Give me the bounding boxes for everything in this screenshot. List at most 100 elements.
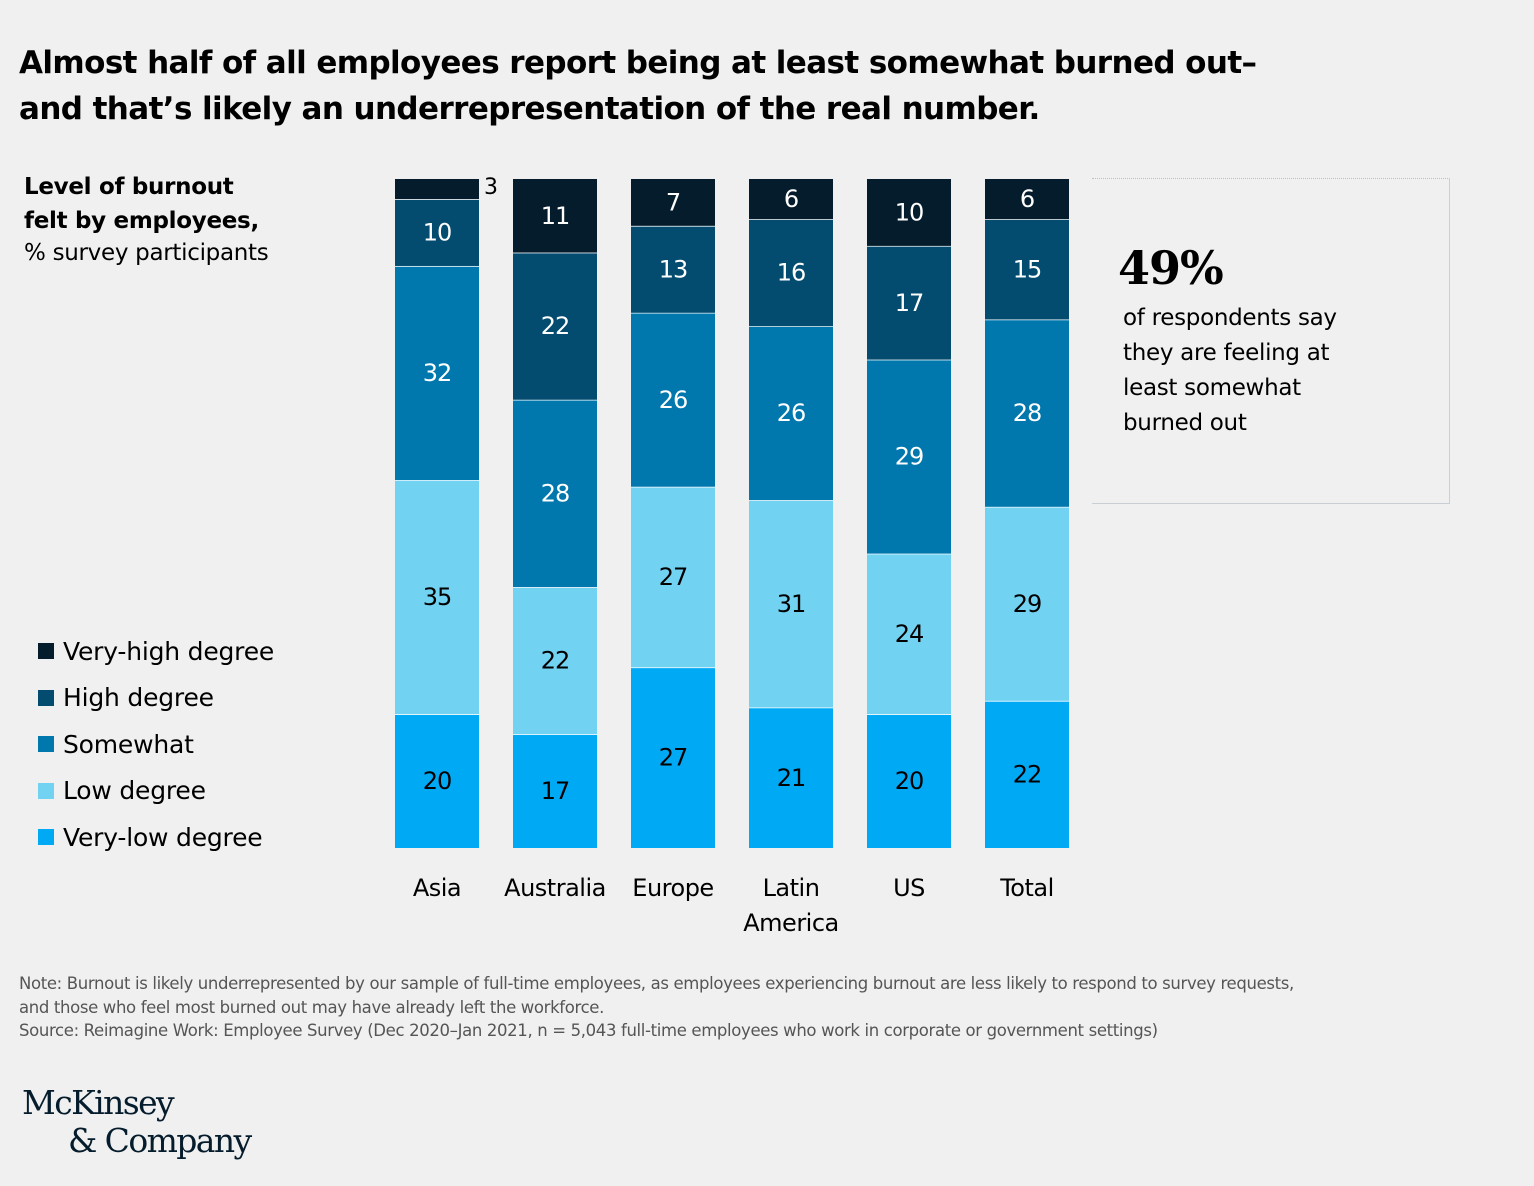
data-label-us-very-low-degree: 20 [895,767,924,795]
legend-swatch-low-degree [38,782,54,799]
data-label-asia-high-degree: 10 [423,219,452,247]
bar-segment-us-very-low-degree [867,714,951,848]
bar-segment-europe-somewhat [631,312,715,487]
bar-segment-total-somewhat [985,319,1069,507]
data-label-total-very-low-degree: 22 [1013,760,1042,788]
data-label-europe-somewhat: 26 [659,386,688,414]
bar-segment-asia-somewhat [395,265,479,481]
data-label-latin-america-low-degree: 31 [777,590,806,618]
legend-item-low-degree: Low degree [38,768,274,815]
subtitle-unit: % survey participants [24,240,269,266]
callout-line-3: least somewhat [1123,375,1301,401]
logo-line-2: & Company [68,1121,252,1160]
legend-label-high-degree: High degree [63,683,214,713]
legend: Very-high degree High degree Somewhat Low d… [38,628,274,861]
bar-segment-latin-america-very-low-degree [749,707,833,848]
data-label-europe-low-degree: 27 [659,563,688,591]
footnote: Note: Burnout is likely underrepresented… [19,972,1499,1043]
legend-item-high-degree: High degree [38,675,274,722]
data-label-us-very-high-degree: 10 [895,198,924,226]
bar-segment-australia-very-high-degree [513,179,597,253]
data-label-australia-high-degree: 22 [541,312,570,340]
legend-item-very-high-degree: Very-high degree [38,628,274,675]
bar-segment-total-low-degree [985,506,1069,701]
legend-swatch-high-degree [38,689,54,706]
chart-title: Almost half of all employees report bein… [19,40,1419,132]
chart-title-line-1: Almost half of all employees report bein… [19,45,1257,81]
stacked-bar-chart: 20 35 32 10 3 Asia 17 22 28 22 11 Australia 27 27 26 13… [395,175,1069,937]
legend-label-low-degree: Low degree [63,776,206,806]
data-label-australia-somewhat: 28 [541,479,570,507]
legend-item-very-low-degree: Very-low degree [38,814,274,861]
data-label-europe-high-degree: 13 [659,255,688,283]
data-label-latin-america-somewhat: 26 [777,399,806,427]
callout-value: 49% [1118,241,1224,295]
bar-group-asia: 20 35 32 10 3 [395,175,498,848]
data-label-australia-low-degree: 22 [541,647,570,675]
x-tick-label-total: Total [999,874,1054,902]
x-tick-label-us: US [893,874,925,902]
data-label-asia-very-high-degree: 3 [484,175,497,200]
bar-segment-europe-low-degree [631,486,715,668]
bar-segment-asia-very-high-degree [395,179,479,200]
data-label-latin-america-high-degree: 16 [777,259,806,287]
bar-segment-europe-very-high-degree [631,179,715,226]
legend-swatch-very-low-degree [38,829,54,846]
bar-segment-europe-high-degree [631,225,715,313]
x-tick-label-latin-america-line-2: America [743,909,839,937]
data-label-total-low-degree: 29 [1013,590,1042,618]
callout-line-4: burned out [1123,410,1247,436]
callout-line-1: of respondents say [1123,305,1337,331]
data-label-total-somewhat: 28 [1013,399,1042,427]
data-label-europe-very-low-degree: 27 [659,744,688,772]
data-label-us-low-degree: 24 [895,620,924,648]
callout-description: of respondents say they are feeling at l… [1123,301,1423,441]
subtitle-bold-line-2: felt by employees, [24,208,259,234]
bar-group-australia: 17 22 28 22 11 [513,179,597,848]
data-label-australia-very-high-degree: 11 [541,202,570,230]
mckinsey-logo: McKinsey & Company [22,1083,252,1160]
bar-group-latin-america: 21 31 26 16 6 [749,179,833,848]
bar-segment-australia-very-low-degree [513,734,597,848]
bar-group-europe: 27 27 26 13 7 [631,179,715,848]
bar-segment-australia-low-degree [513,587,597,735]
x-tick-label-australia: Australia [504,874,606,902]
note-line-1: Note: Burnout is likely underrepresented… [19,974,1294,993]
bar-group-total: 22 29 28 15 6 [985,179,1069,848]
bar-group-us: 20 24 29 17 10 [867,179,951,848]
bar-segment-latin-america-low-degree [749,500,833,708]
bar-segment-australia-somewhat [513,399,597,588]
data-label-europe-very-high-degree: 7 [666,188,680,216]
bar-segment-us-somewhat [867,359,951,554]
bar-segment-latin-america-very-high-degree [749,179,833,220]
bar-segment-us-low-degree [867,553,951,715]
data-label-total-high-degree: 15 [1013,255,1042,283]
data-label-latin-america-very-high-degree: 6 [784,185,798,213]
legend-swatch-very-high-degree [38,643,54,660]
data-label-total-very-high-degree: 6 [1020,185,1034,213]
bar-segment-total-very-high-degree [985,179,1069,220]
legend-item-somewhat: Somewhat [38,721,274,768]
bar-segment-europe-very-low-degree [631,667,715,848]
data-label-us-high-degree: 17 [895,289,924,317]
logo-line-1: McKinsey [22,1083,175,1122]
bar-segment-asia-low-degree [395,480,479,715]
x-tick-label-latin-america-line-1: Latin [763,874,820,902]
callout-line-2: they are feeling at [1123,340,1330,366]
data-label-australia-very-low-degree: 17 [541,777,570,805]
bar-segment-us-high-degree [867,245,951,360]
bar-segment-asia-high-degree [395,199,479,266]
x-tick-label-europe: Europe [632,874,713,902]
bar-segment-latin-america-somewhat [749,326,833,501]
legend-label-somewhat: Somewhat [63,729,194,759]
callout-box: 49% of respondents say they are feeling … [1092,178,1450,504]
legend-label-very-low-degree: Very-low degree [63,822,263,852]
data-label-us-somewhat: 29 [895,443,924,471]
subtitle-bold-line-1: Level of burnout [24,174,234,200]
legend-label-very-high-degree: Very-high degree [63,636,275,666]
legend-swatch-somewhat [38,736,54,753]
chart-title-line-2: and that’s likely an underrepresentation… [19,91,1040,127]
bar-segment-total-high-degree [985,219,1069,320]
bar-segment-total-very-low-degree [985,700,1069,848]
bar-segment-australia-high-degree [513,252,597,400]
